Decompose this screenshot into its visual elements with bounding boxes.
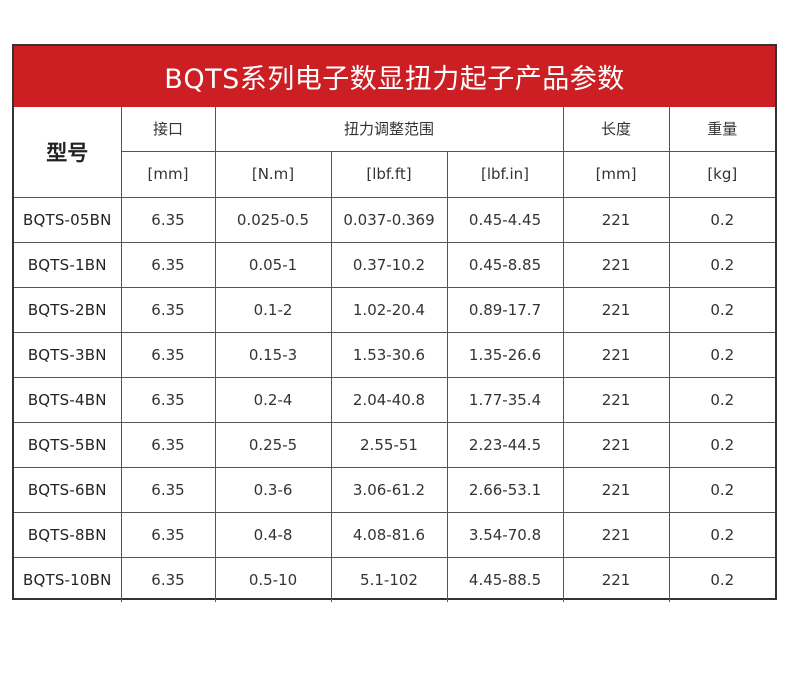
header-interface: 接口: [120, 107, 216, 152]
unit-nm: [N.m]: [214, 150, 332, 198]
weight-cell: 0.2: [668, 196, 776, 243]
model-cell: BQTS-2BN: [14, 286, 122, 333]
nm-cell: 0.2-4: [214, 376, 332, 423]
interface-cell: 6.35: [120, 556, 216, 602]
lbfin-cell: 2.23-44.5: [446, 421, 564, 468]
interface-cell: 6.35: [120, 376, 216, 423]
parameter-table: 型号 接口 扭力调整范围 长度 重量 [mm] [N.m] [lbf.ft] […: [14, 107, 776, 602]
nm-cell: 0.3-6: [214, 466, 332, 513]
model-cell: BQTS-1BN: [14, 241, 122, 288]
length-cell: 221: [562, 196, 670, 243]
length-cell: 221: [562, 241, 670, 288]
weight-cell: 0.2: [668, 466, 776, 513]
nm-cell: 0.05-1: [214, 241, 332, 288]
interface-cell: 6.35: [120, 511, 216, 558]
spec-table: BQTS系列电子数显扭力起子产品参数 型号 接口 扭力调整范围 长度 重量 [m…: [12, 44, 777, 602]
unit-length: [mm]: [562, 150, 670, 198]
lbfft-cell: 2.04-40.8: [330, 376, 448, 423]
model-cell: BQTS-6BN: [14, 466, 122, 513]
table-row: BQTS-10BN 6.35 0.5-10 5.1-102 4.45-88.5 …: [14, 556, 776, 602]
table-row: BQTS-05BN 6.35 0.025-0.5 0.037-0.369 0.4…: [14, 196, 776, 243]
header-weight: 重量: [668, 107, 776, 152]
nm-cell: 0.25-5: [214, 421, 332, 468]
weight-cell: 0.2: [668, 376, 776, 423]
lbfin-cell: 1.77-35.4: [446, 376, 564, 423]
header-model: 型号: [14, 107, 122, 198]
lbfin-cell: 0.45-4.45: [446, 196, 564, 243]
length-cell: 221: [562, 466, 670, 513]
unit-interface: [mm]: [121, 150, 216, 198]
table-row: BQTS-5BN 6.35 0.25-5 2.55-51 2.23-44.5 2…: [14, 421, 776, 468]
interface-cell: 6.35: [120, 241, 216, 288]
interface-cell: 6.35: [120, 196, 216, 243]
header-torque-range: 扭力调整范围: [214, 107, 564, 152]
weight-cell: 0.2: [668, 511, 776, 558]
length-cell: 221: [562, 331, 670, 378]
lbfft-cell: 3.06-61.2: [330, 466, 448, 513]
weight-cell: 0.2: [668, 421, 776, 468]
lbfin-cell: 3.54-70.8: [446, 511, 564, 558]
model-cell: BQTS-10BN: [14, 556, 122, 602]
length-cell: 221: [562, 421, 670, 468]
table-row: BQTS-3BN 6.35 0.15-3 1.53-30.6 1.35-26.6…: [14, 331, 776, 378]
nm-cell: 0.4-8: [214, 511, 332, 558]
interface-cell: 6.35: [120, 331, 216, 378]
interface-cell: 6.35: [120, 286, 216, 333]
interface-cell: 6.35: [120, 466, 216, 513]
model-cell: BQTS-5BN: [14, 421, 122, 468]
unit-lbfin: [lbf.in]: [446, 150, 564, 198]
nm-cell: 0.1-2: [214, 286, 332, 333]
interface-cell: 6.35: [120, 421, 216, 468]
nm-cell: 0.5-10: [214, 556, 332, 602]
table-row: BQTS-8BN 6.35 0.4-8 4.08-81.6 3.54-70.8 …: [14, 511, 776, 558]
lbfin-cell: 1.35-26.6: [446, 331, 564, 378]
lbfin-cell: 0.89-17.7: [446, 286, 564, 333]
model-cell: BQTS-8BN: [14, 511, 122, 558]
weight-cell: 0.2: [668, 556, 776, 602]
model-cell: BQTS-3BN: [14, 331, 122, 378]
lbfin-cell: 0.45-8.85: [446, 241, 564, 288]
unit-weight: [kg]: [668, 150, 776, 198]
length-cell: 221: [562, 286, 670, 333]
lbfft-cell: 2.55-51: [330, 421, 448, 468]
weight-cell: 0.2: [668, 286, 776, 333]
lbfin-cell: 4.45-88.5: [446, 556, 564, 602]
lbfft-cell: 0.037-0.369: [330, 196, 448, 243]
table-row: BQTS-6BN 6.35 0.3-6 3.06-61.2 2.66-53.1 …: [14, 466, 776, 513]
model-cell: BQTS-4BN: [14, 376, 122, 423]
lbfft-cell: 1.02-20.4: [330, 286, 448, 333]
length-cell: 221: [562, 376, 670, 423]
table-row: BQTS-1BN 6.35 0.05-1 0.37-10.2 0.45-8.85…: [14, 241, 776, 288]
weight-cell: 0.2: [668, 331, 776, 378]
weight-cell: 0.2: [668, 241, 776, 288]
nm-cell: 0.15-3: [214, 331, 332, 378]
lbfft-cell: 1.53-30.6: [330, 331, 448, 378]
lbfft-cell: 5.1-102: [330, 556, 448, 602]
unit-lbfft: [lbf.ft]: [330, 150, 448, 198]
lbfft-cell: 4.08-81.6: [330, 511, 448, 558]
header-length: 长度: [562, 107, 670, 152]
length-cell: 221: [562, 511, 670, 558]
table-title: BQTS系列电子数显扭力起子产品参数: [14, 46, 775, 107]
table-row: BQTS-2BN 6.35 0.1-2 1.02-20.4 0.89-17.7 …: [14, 286, 776, 333]
length-cell: 221: [562, 556, 670, 602]
lbfin-cell: 2.66-53.1: [446, 466, 564, 513]
lbfft-cell: 0.37-10.2: [330, 241, 448, 288]
table-row: BQTS-4BN 6.35 0.2-4 2.04-40.8 1.77-35.4 …: [14, 376, 776, 423]
nm-cell: 0.025-0.5: [214, 196, 332, 243]
model-cell: BQTS-05BN: [14, 196, 122, 243]
